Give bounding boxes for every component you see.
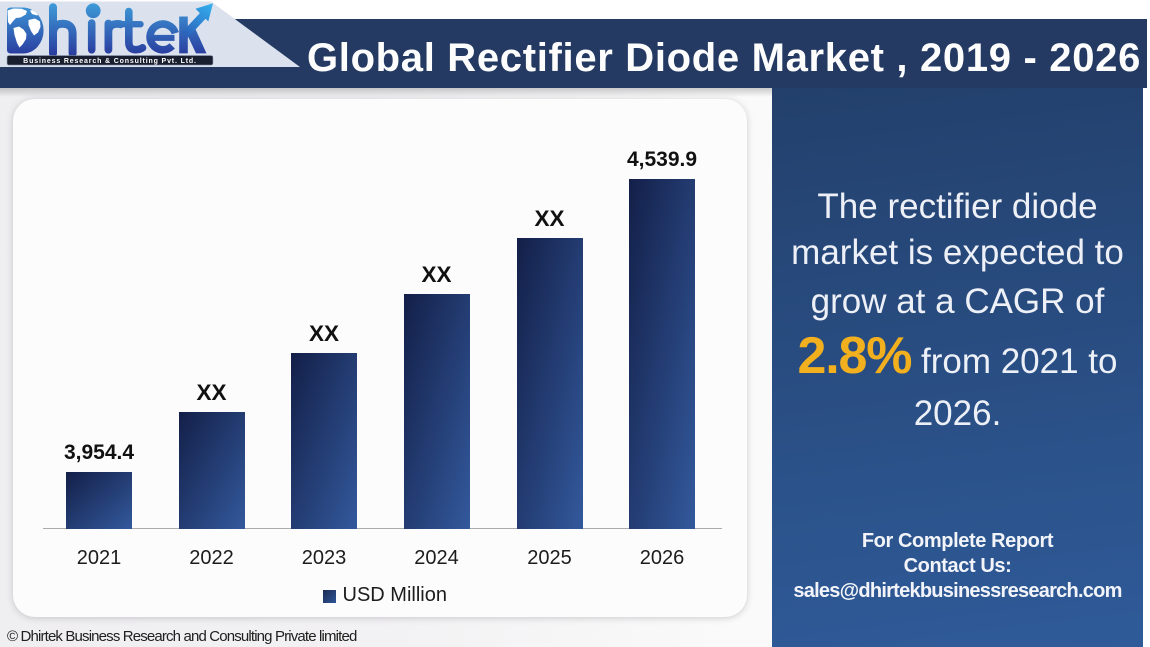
svg-text:Business Research & Consulting: Business Research & Consulting Pvt. Ltd. (23, 58, 197, 65)
